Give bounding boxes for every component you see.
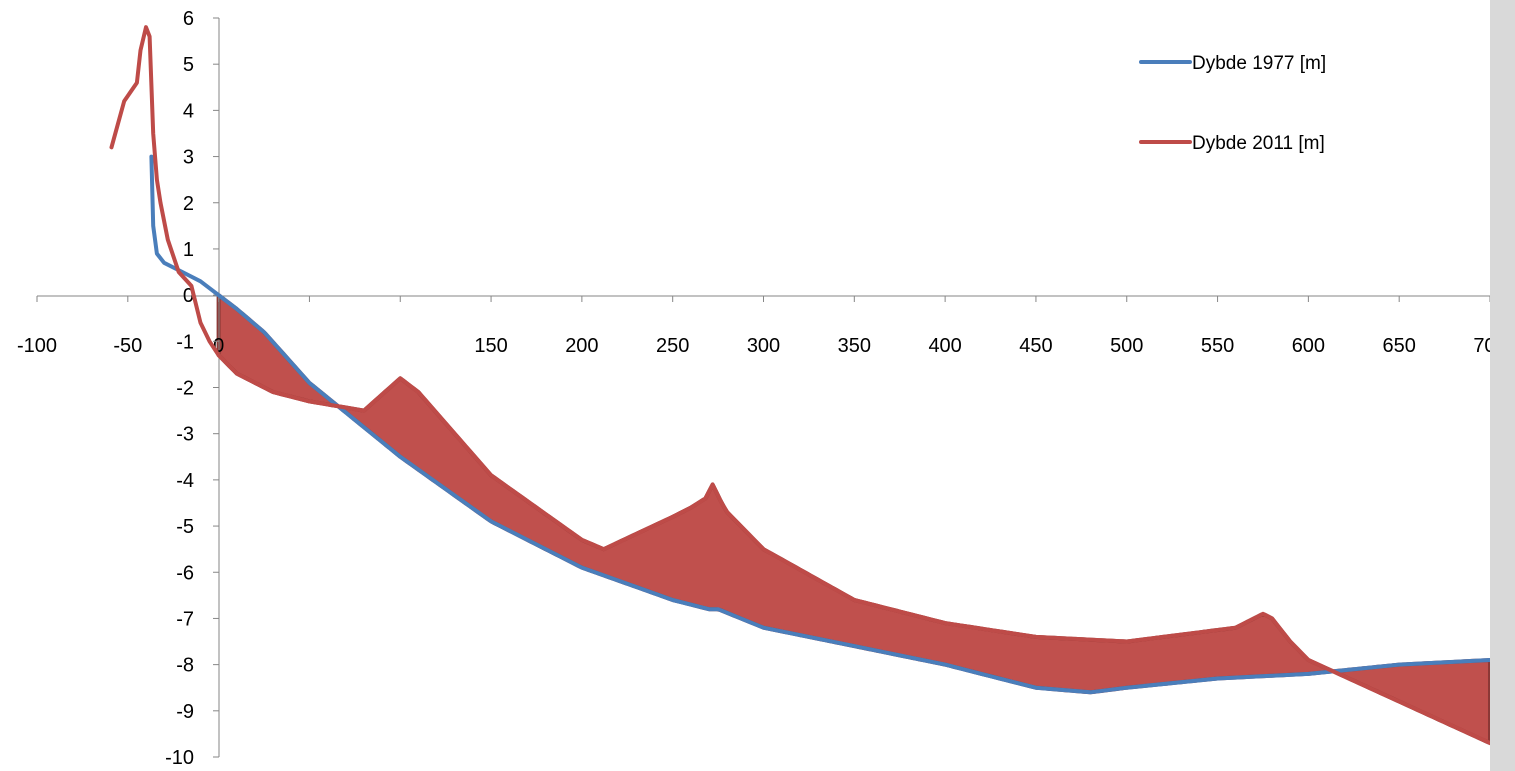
y-tick-label: 0 — [183, 285, 194, 307]
x-tick-label: 350 — [838, 335, 871, 357]
x-tick-label: 250 — [656, 335, 689, 357]
y-tick-label: -7 — [176, 608, 194, 630]
legend-label-2: Dybde 2011 [m] — [1192, 133, 1325, 154]
y-tick-label: 4 — [183, 100, 194, 122]
x-tick-label: 650 — [1383, 335, 1416, 357]
y-tick-label: 1 — [183, 239, 194, 261]
y-tick-label: -9 — [176, 701, 194, 723]
legend: Dybde 1977 [m] Dybde 2011 [m] — [1139, 53, 1326, 154]
y-tick-label: -5 — [176, 516, 194, 538]
axes: -100 -50 0 150 200 250 300 350 400 450 500 550 600 65… — [17, 8, 1507, 769]
y-tick-label: -2 — [176, 378, 194, 400]
y-tick-label: -1 — [176, 331, 194, 353]
y-tick-label: -8 — [176, 655, 194, 677]
x-tick-label: -50 — [113, 335, 142, 357]
y-tick-label: -10 — [165, 747, 194, 769]
x-tick-label: 400 — [928, 335, 961, 357]
x-tick-label: 550 — [1201, 335, 1234, 357]
y-tick-label: -3 — [176, 424, 194, 446]
series-lines — [109, 25, 1492, 746]
y-tick-label: 5 — [183, 54, 194, 76]
series-line-1 — [149, 154, 1492, 695]
x-tick-label: 300 — [747, 335, 780, 357]
x-tick-label: 150 — [474, 335, 507, 357]
y-tick-label: -6 — [176, 562, 194, 584]
series-line-2 — [109, 25, 1492, 746]
y-tick-label: 2 — [183, 193, 194, 215]
x-tick-label: 600 — [1292, 335, 1325, 357]
x-tick-label: 0 — [213, 335, 224, 357]
y-tick-label: 6 — [183, 8, 194, 30]
legend-label-1: Dybde 1977 [m] — [1192, 53, 1326, 74]
y-tick-label: 3 — [183, 147, 194, 169]
window-edge-strip — [1490, 0, 1515, 771]
y-tick-label: -4 — [176, 470, 194, 492]
x-tick-label: 500 — [1110, 335, 1143, 357]
x-tick-label: 450 — [1019, 335, 1052, 357]
x-tick-label: -100 — [17, 335, 57, 357]
x-tick-label: 200 — [565, 335, 598, 357]
